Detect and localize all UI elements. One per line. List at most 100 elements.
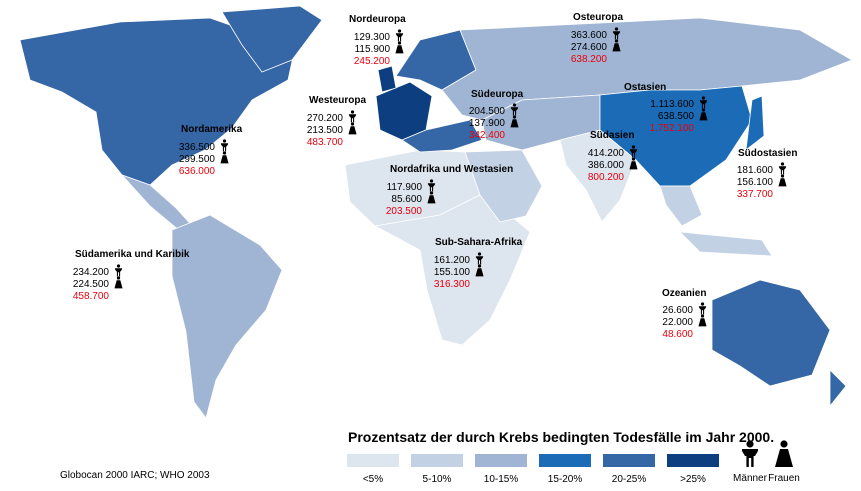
men-count: 363.600 [571,30,608,41]
man-icon [114,264,123,277]
woman-icon [348,122,357,135]
women-count: 224.500 [73,279,110,290]
region-name: Ozeanien [662,288,706,299]
new-zealand [829,369,847,408]
women-icon [775,440,793,467]
man-icon [698,302,707,315]
total-count: 638.200 [571,54,608,65]
legend-swatch [411,454,463,467]
region-name: Südasien [590,130,634,141]
women-count: 156.100 [737,177,774,188]
south-asia [559,129,637,223]
region-name: Nordeuropa [349,14,406,25]
men-count: 117.900 [387,182,423,193]
continents [19,5,853,419]
legend-swatch [667,454,719,467]
women-count: 22.000 [662,317,693,328]
man-icon [395,29,404,42]
british-isles [377,65,397,93]
women-count: 213.500 [307,125,344,136]
total-count: 48.600 [662,329,693,340]
woman-icon [395,41,404,54]
total-count: 458.700 [73,291,110,302]
legend-label: 20-25% [612,474,647,485]
region-label: Nordafrika und Westasien 117.90085.600203… [386,164,513,217]
region-name: Sub-Sahara-Afrika [435,237,523,248]
men-count: 234.200 [73,267,110,278]
men-count: 414.200 [588,148,625,159]
women-count: 299.500 [179,154,216,165]
legend-label: 5-10% [423,474,452,485]
japan [745,95,765,151]
region-name: Nordamerika [181,124,243,135]
source: Globocan 2000 IARC; WHO 2003 [60,470,210,481]
legend-women: Frauen [768,473,800,484]
women-count: 137.900 [469,118,506,129]
men-count: 26.600 [662,305,693,316]
legend-label: <5% [363,474,383,485]
man-icon [348,110,357,123]
woman-icon [778,174,787,187]
total-count: 1.752.100 [650,123,695,134]
women-count: 638.500 [658,111,695,122]
man-icon [778,162,787,175]
women-count: 155.100 [434,267,471,278]
region-name: Nordafrika und Westasien [390,164,513,175]
indonesia [678,231,773,257]
total-count: 245.200 [354,56,391,67]
south-america [171,214,283,419]
legend: <5% 5-10% 10-15% 15-20% 20-25% >25% [347,454,719,485]
total-count: 316.300 [434,279,471,290]
men-count: 161.200 [434,255,471,266]
legend-label: 10-15% [484,474,519,485]
man-icon [220,139,229,152]
region-name: Osteuropa [573,12,623,23]
legend-swatch [539,454,591,467]
women-count: 274.600 [571,42,608,53]
region-label: Südamerika und Karibik 234.200224.500458.… [73,249,190,302]
men-count: 336.500 [179,142,216,153]
total-count: 203.500 [386,206,423,217]
total-count: 800.200 [588,172,625,183]
women-count: 85.600 [391,194,422,205]
region-name: Westeuropa [309,95,366,106]
legend-title: Prozentsatz der durch Krebs bedingten To… [348,429,774,445]
southern-europe [401,119,483,153]
woman-icon [114,276,123,289]
legend-swatch [347,454,399,467]
men-count: 181.600 [737,165,774,176]
legend-men: Männer [733,473,768,484]
region-name: Südamerika und Karibik [75,249,190,260]
total-count: 342.400 [469,130,506,141]
total-count: 636.000 [179,166,216,177]
men-count: 129.300 [354,32,391,43]
legend-swatch [475,454,527,467]
region-name: Südostasien [738,148,797,159]
total-count: 337.700 [737,189,774,200]
australia [711,279,831,387]
women-count: 115.900 [355,44,391,55]
legend-label: 15-20% [548,474,583,485]
woman-icon [698,314,707,327]
woman-icon [220,151,229,164]
legend-label: >25% [680,474,706,485]
legend-swatch [603,454,655,467]
total-count: 483.700 [307,137,344,148]
women-count: 386.000 [588,160,625,171]
sub-saharan-africa [373,194,531,346]
men-count: 1.113.600 [650,99,694,110]
southeast-asia [659,185,703,227]
region-name: Ostasien [624,82,666,93]
men-count: 270.200 [307,113,344,124]
